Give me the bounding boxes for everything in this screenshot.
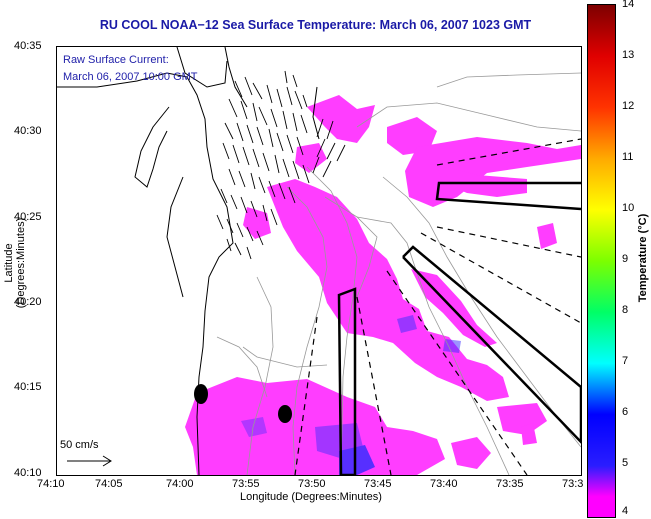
scale-label: 50 cm/s <box>60 439 99 451</box>
y-tick: 40:20 <box>14 296 42 308</box>
x-tick: 74:00 <box>166 478 194 490</box>
y-tick: 40:35 <box>14 40 42 52</box>
scale-arrow <box>67 455 112 467</box>
coastline <box>57 47 320 475</box>
y-axis-label: Latitude (Degrees:Minutes) <box>3 217 27 309</box>
legend-title: Raw Surface Current: <box>63 54 169 66</box>
colorbar-tick: 11 <box>622 151 634 163</box>
x-tick: 73:55 <box>232 478 260 490</box>
colorbar-tick: 8 <box>622 304 629 316</box>
colorbar-tick: 13 <box>622 49 635 61</box>
map-plot-area: Raw Surface Current: March 06, 2007 10:0… <box>56 46 582 476</box>
colorbar-tick: 7 <box>622 355 629 367</box>
x-tick: 74:10 <box>37 478 65 490</box>
bathymetry-contours <box>216 72 581 475</box>
sst-cool-spots <box>241 315 461 475</box>
y-tick: 40:15 <box>14 381 42 393</box>
solid-lane-boundaries <box>337 181 581 475</box>
legend-time: March 06, 2007 10:00 GMT <box>63 71 198 83</box>
x-axis-label: Longitude (Degrees:Minutes) <box>240 491 382 503</box>
colorbar-tick: 10 <box>622 202 635 214</box>
x-tick: 73:50 <box>298 478 326 490</box>
temperature-colorbar <box>587 4 616 518</box>
colorbar-tick: 4 <box>622 505 629 517</box>
map-title: RU COOL NOAA−12 Sea Surface Temperature:… <box>99 18 532 32</box>
x-tick: 73:45 <box>364 478 392 490</box>
dashed-lane-lines <box>294 138 581 475</box>
colorbar-tick: 12 <box>622 100 635 112</box>
station-dot <box>194 384 208 404</box>
colorbar-tick: 14 <box>622 0 635 10</box>
map-canvas <box>57 47 581 475</box>
colorbar-tick: 6 <box>622 406 629 418</box>
current-vectors <box>216 70 346 260</box>
y-tick: 40:30 <box>14 125 42 137</box>
x-tick: 73:35 <box>496 478 524 490</box>
colorbar-tick: 5 <box>622 457 629 469</box>
x-tick: 73:40 <box>430 478 458 490</box>
colorbar-label: Temperature (°C) <box>637 213 649 303</box>
y-tick: 40:25 <box>14 211 42 223</box>
station-dot <box>278 405 292 423</box>
x-tick: 74:05 <box>95 478 123 490</box>
x-tick: 73:3 <box>562 478 584 490</box>
colorbar-tick: 9 <box>622 253 629 265</box>
y-tick: 40:10 <box>14 467 42 479</box>
